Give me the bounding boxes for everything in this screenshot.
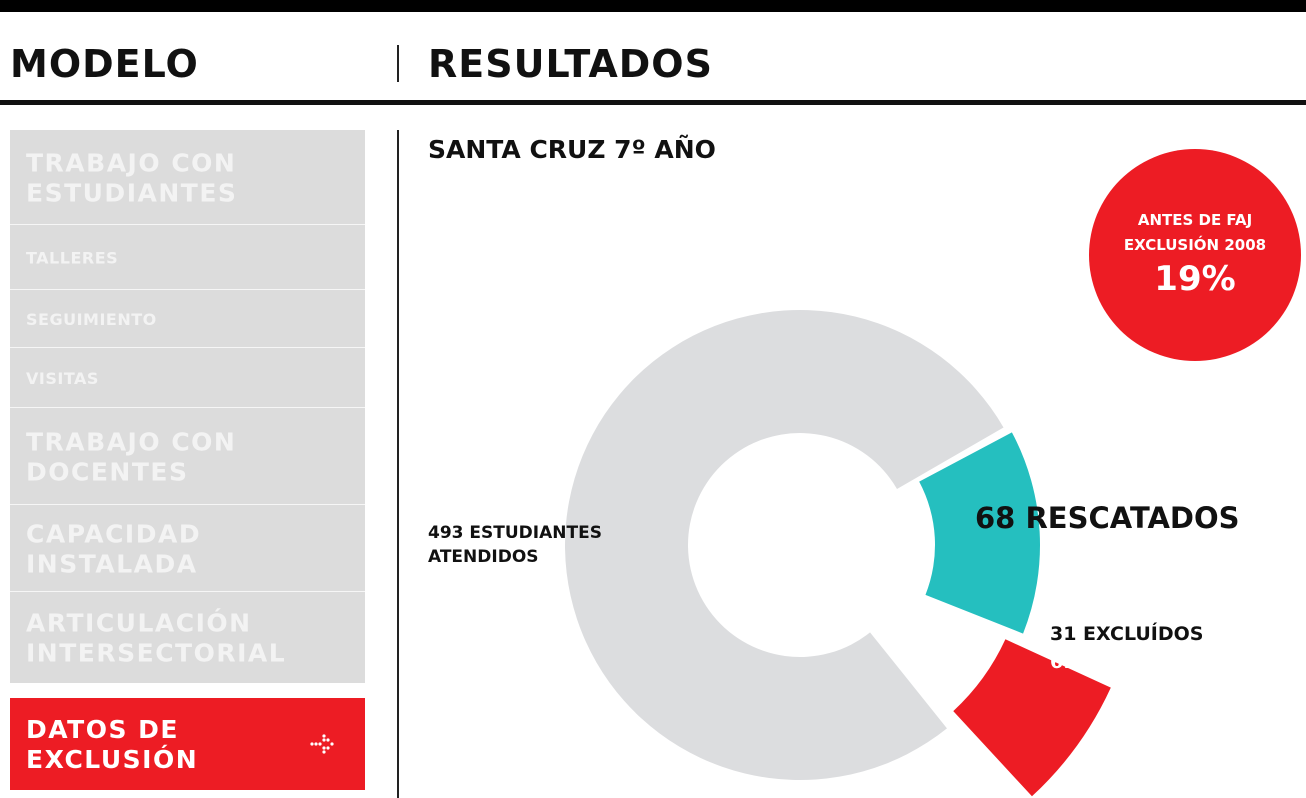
arrow-dot — [310, 742, 314, 746]
donut-segment — [565, 310, 1004, 780]
arrow-dot — [330, 742, 334, 746]
header-rule — [0, 100, 1306, 105]
segment-label: 68 RESCATADOS — [975, 501, 1240, 535]
menu-item[interactable] — [10, 225, 365, 290]
header-left: MODELO — [10, 42, 199, 86]
menu-label: TALLERES — [26, 248, 118, 267]
badge-value: 19% — [1154, 259, 1235, 299]
menu-item[interactable] — [10, 592, 365, 683]
donut-segment — [953, 639, 1111, 797]
top-bar — [0, 0, 1306, 12]
arrow-dot — [318, 742, 322, 746]
menu-label: SEGUIMIENTO — [26, 310, 157, 329]
menu-label: DATOS DE — [26, 715, 179, 744]
menu-label: DOCENTES — [26, 458, 189, 487]
arrow-dot — [322, 738, 326, 742]
chart-title: SANTA CRUZ 7º AÑO — [428, 135, 716, 164]
menu-label: INTERSECTORIAL — [26, 639, 286, 668]
menu-label: VISITAS — [26, 369, 99, 388]
arrow-dot — [326, 738, 330, 742]
segment-label: 31 EXCLUÍDOS — [1050, 622, 1203, 645]
menu-item[interactable] — [10, 290, 365, 348]
segment-label: 6.2% — [1050, 651, 1103, 673]
menu-label: CAPACIDAD — [26, 520, 201, 549]
badge-line: ANTES DE FAJ — [1138, 211, 1252, 229]
donut-segment — [919, 432, 1040, 634]
header-right: RESULTADOS — [428, 42, 713, 86]
menu-item-active[interactable] — [10, 698, 365, 790]
badge-line: EXCLUSIÓN 2008 — [1124, 235, 1266, 254]
arrow-icon — [310, 734, 334, 754]
menu-label: ESTUDIANTES — [26, 179, 237, 208]
menu-item[interactable] — [10, 408, 365, 505]
menu-label: TRABAJO CON — [26, 428, 236, 457]
arrow-dot — [322, 750, 326, 754]
menu-label: TRABAJO CON — [26, 149, 236, 178]
menu-item[interactable] — [10, 505, 365, 592]
donut-chart: 493 ESTUDIANTES ATENDIDOS 68 RESCATADOS 31 … — [428, 310, 1240, 797]
segment-label: 493 ESTUDIANTES — [428, 523, 602, 543]
arrow-dot — [322, 746, 326, 750]
badge — [1089, 149, 1301, 361]
menu-item[interactable] — [10, 348, 365, 408]
menu-item[interactable] — [10, 130, 365, 225]
sidebar: TRABAJO CONESTUDIANTESTALLERESSEGUIMIENT… — [10, 130, 365, 790]
arrow-dot — [326, 746, 330, 750]
menu-label: EXCLUSIÓN — [26, 744, 198, 774]
arrow-dot — [322, 734, 326, 738]
menu-label: ARTICULACIÓN — [26, 608, 252, 638]
menu-label: INSTALADA — [26, 550, 198, 579]
arrow-dot — [314, 742, 318, 746]
segment-label: ATENDIDOS — [428, 547, 539, 567]
